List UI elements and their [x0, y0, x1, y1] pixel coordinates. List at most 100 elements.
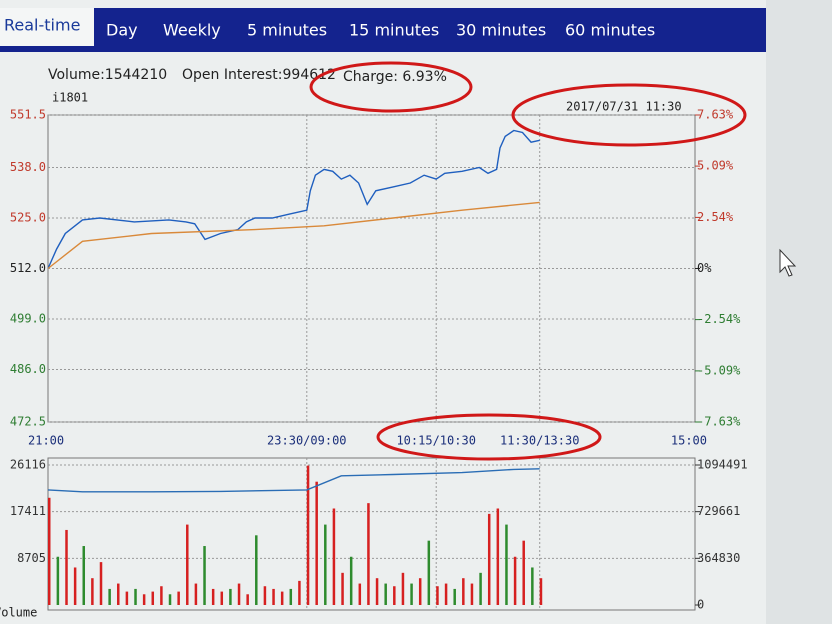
volume-bar [117, 583, 120, 605]
volume-label: Volume [0, 606, 37, 620]
tab[interactable]: Weekly [163, 21, 221, 40]
y-tick-label: 538.0 [10, 160, 46, 174]
volume-bar [315, 481, 318, 605]
volume-bar [531, 567, 534, 605]
x-tick-label: 21:00 [28, 434, 64, 448]
panel [0, 0, 766, 624]
volume-bar [177, 591, 180, 605]
volume-bar [125, 591, 129, 605]
y-tick-label: 486.0 [10, 362, 46, 376]
volume-bar [151, 591, 155, 605]
volume-bar [194, 583, 198, 605]
y-tick-label: 472.5 [10, 415, 46, 429]
volume-bar [280, 591, 284, 605]
volume-bar [298, 580, 301, 605]
tab[interactable]: 60 minutes [565, 21, 655, 40]
volume-bar [496, 508, 500, 605]
volume-bar [229, 588, 232, 605]
volume-bar [453, 588, 456, 605]
y2-tick-label: -2.54% [697, 312, 741, 326]
volume-bar [332, 508, 336, 605]
volume-bar [263, 586, 267, 605]
volume-bar [462, 578, 465, 605]
open-interest-info: Open Interest:994612 [182, 67, 336, 83]
tab-bar [0, 8, 766, 52]
volume-bar [255, 535, 258, 605]
volume-bar [479, 572, 482, 605]
volume-bar [513, 556, 517, 605]
y2-tick-label: 0% [697, 261, 712, 275]
volume-bar [48, 497, 51, 605]
volume-bar [134, 588, 137, 605]
y-tick-label: 8705 [17, 551, 46, 565]
volume-bar [393, 586, 396, 605]
tab[interactable]: Day [106, 21, 138, 40]
y-tick-label: 551.5 [10, 108, 46, 122]
volume-bar [401, 572, 405, 605]
volume-bar [186, 524, 189, 605]
plots: 21:00 23:30/09:00 10:15/10:30 11:30/13:30 15… [10, 108, 748, 612]
volume-bar [522, 540, 525, 605]
x-tick-label: 10:15/10:30 [396, 434, 475, 448]
volume-bar [65, 529, 68, 605]
annotation-circle [511, 83, 747, 147]
volume-bar [246, 594, 249, 605]
volume-bar [367, 503, 370, 605]
tab[interactable]: 5 minutes [247, 21, 327, 40]
volume-bar [505, 524, 508, 605]
volume-bar [211, 588, 215, 605]
volume-bar [341, 572, 344, 605]
y2-tick-label: 729661 [697, 504, 740, 518]
tabs: Real-time Day Weekly 5 minutes 15 minutes 30 … [4, 16, 655, 40]
y2-tick-label: 5.09% [697, 159, 734, 173]
volume-bar [99, 562, 103, 605]
volume-bar [56, 556, 60, 605]
volume-bar [418, 578, 422, 605]
volume-bar [160, 586, 163, 605]
volume-bar [306, 465, 310, 605]
volume-bar [324, 524, 327, 605]
volume-bar [410, 583, 413, 605]
y2-tick-label: 7.63% [697, 108, 734, 122]
volume-bar [349, 556, 353, 605]
volume-bar [384, 583, 387, 605]
y2-tick-label: 364830 [697, 551, 740, 565]
volume-info: Volume:1544210 [48, 67, 167, 83]
y2-tick-label: 2.54% [697, 210, 734, 224]
volume-bar [142, 594, 146, 605]
price-line [47, 129, 540, 269]
volume-bar [444, 583, 448, 605]
price-line [47, 468, 540, 493]
y2-tick-label: -7.63% [697, 415, 741, 429]
volume-bar [73, 567, 77, 605]
volume-bar [203, 546, 206, 605]
volume-bar [427, 540, 431, 605]
volume-bar [358, 583, 362, 605]
charge-info: Charge: 6.93% [343, 69, 447, 85]
y2-tick-label: 1094491 [697, 458, 748, 472]
y-tick-label: 499.0 [10, 312, 46, 326]
volume-bar [91, 578, 94, 605]
volume-bar [539, 578, 543, 605]
tab[interactable]: 15 minutes [349, 21, 439, 40]
tab[interactable]: Real-time [4, 16, 80, 35]
volume-bar [272, 588, 275, 605]
volume-bar [470, 583, 474, 605]
active-tab[interactable] [0, 8, 94, 46]
x-tick-label: 11:30/13:30 [500, 434, 579, 448]
volume-bar [436, 586, 439, 605]
volume-bar [168, 594, 172, 605]
tab[interactable]: 30 minutes [456, 21, 546, 40]
volume-bar [82, 546, 86, 605]
volume-bar [375, 578, 379, 605]
y2-tick-label: 0 [697, 598, 704, 612]
y-tick-label: 525.0 [10, 210, 46, 224]
y-tick-label: 17411 [10, 504, 46, 518]
symbol: i1801 [52, 91, 88, 105]
x-tick-label: 15:00 [671, 434, 707, 448]
annotation-circle [309, 61, 473, 113]
y-tick-label: 26116 [10, 458, 46, 472]
volume-bar [237, 583, 241, 605]
annotation-circle [376, 413, 602, 461]
